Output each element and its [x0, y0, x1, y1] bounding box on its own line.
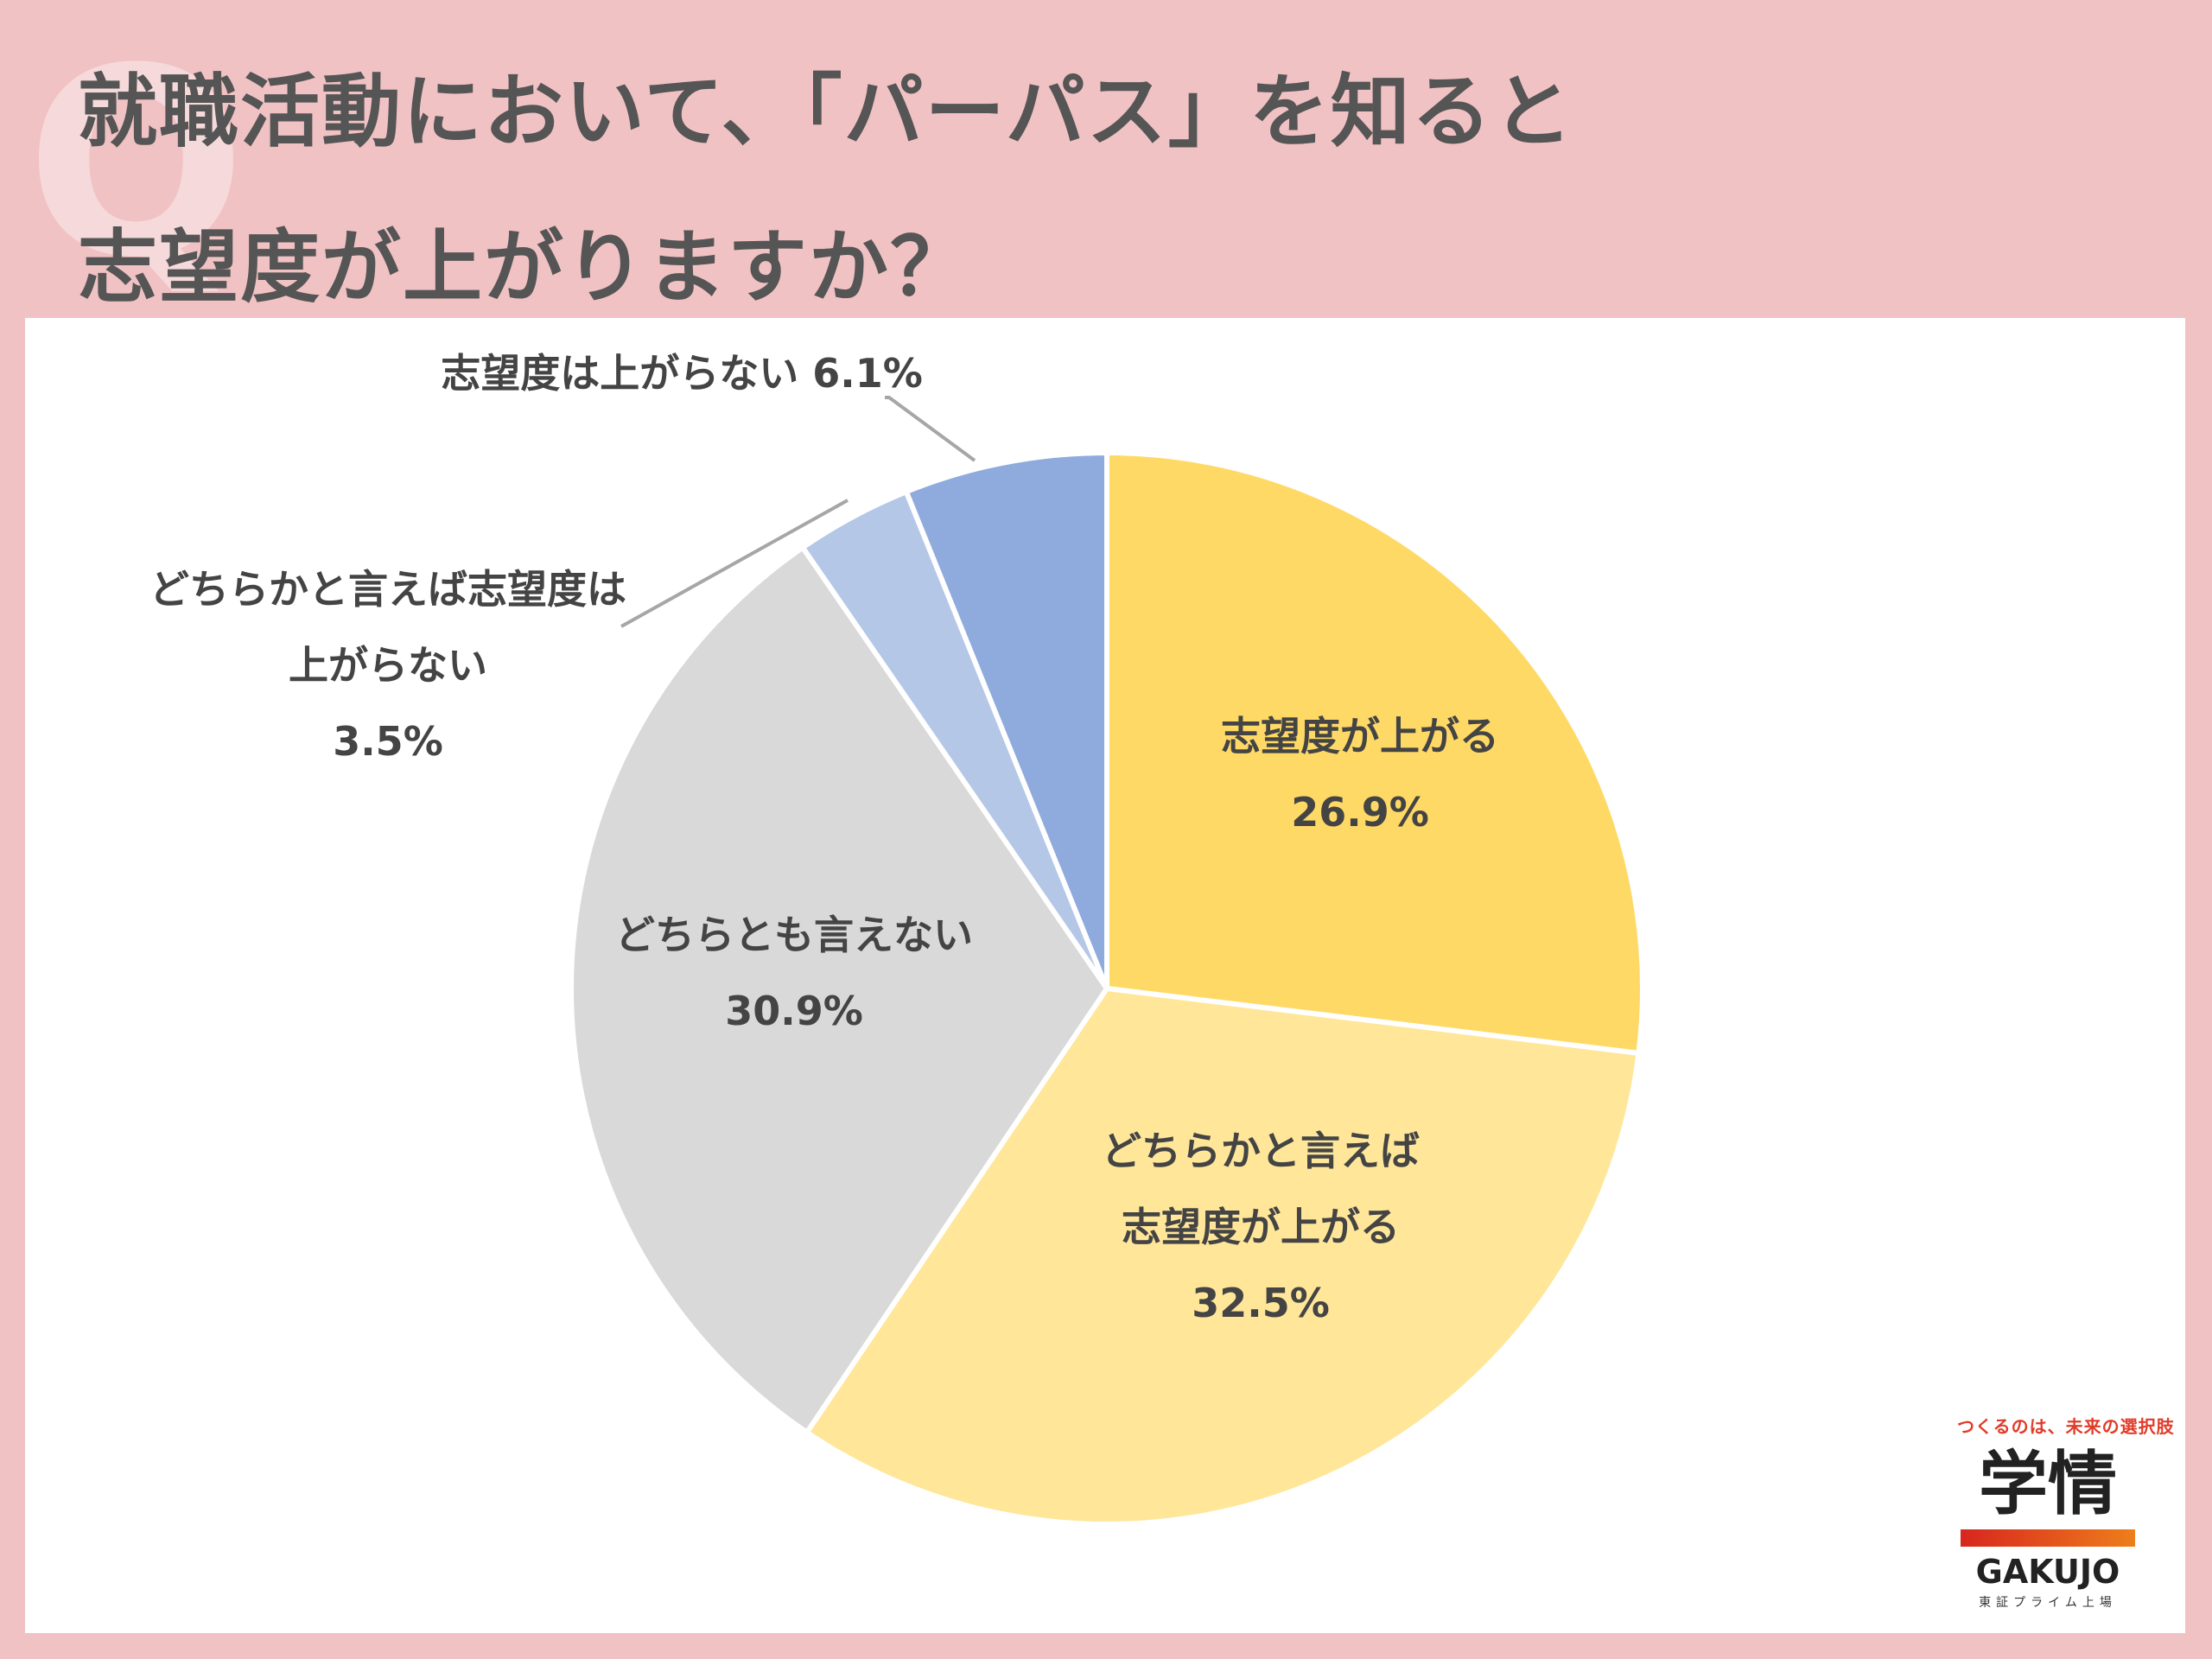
leader-line-s3 [620, 499, 849, 628]
logo-tagline: つくるのは、未来の選択肢 [1957, 1416, 2175, 1437]
pie-slice-1 [804, 986, 1642, 1528]
logo-latin: GAKUJO [1975, 1553, 2120, 1591]
data-label-s3: どちらかと言えば志望度は 上がらない 3.5% [149, 566, 626, 765]
gakujo-logo: つくるのは、未来の選択肢 学情 GAKUJO 東証プライム上場 [1957, 1413, 2175, 1611]
pie-chart [569, 396, 1645, 1528]
pie-slice-4 [903, 450, 1109, 991]
data-label-s4: 志望度は上がらない 6.1% [441, 350, 923, 397]
logo-name: 学情 [1979, 1444, 2117, 1524]
data-label-s0: 志望度が上がる 26.9% [1221, 713, 1499, 836]
title-line-1: 就職活動において、「パーパス」を知ると [78, 66, 1574, 158]
data-label-s2: どちらとも言えない 30.9% [615, 912, 973, 1034]
logo-sub: 東証プライム上場 [1979, 1596, 2117, 1610]
q-watermark-icon: Q [26, 13, 247, 315]
title-line-2: 志望度が上がりますか？ [78, 221, 972, 314]
pie-slice-2 [569, 544, 1109, 1435]
chart-panel: 志望度が上がる 26.9% どちらかと言えば 志望度が上がる 32.5% どちらとも言… [25, 318, 2185, 1633]
leader-line-s4 [885, 396, 976, 462]
pie-slice-0 [1104, 450, 1645, 1056]
logo-bar [1961, 1529, 2135, 1547]
page-title: 就職活動において、「パーパス」を知ると 志望度が上がりますか？ [78, 35, 2186, 346]
data-label-s1: どちらかと言えば 志望度が上がる 32.5% [1102, 1128, 1420, 1326]
